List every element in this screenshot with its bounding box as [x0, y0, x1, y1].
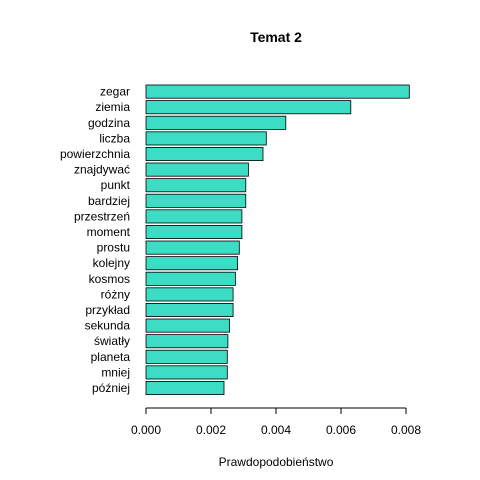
- bar-5: [145, 162, 249, 177]
- x-axis-label: Prawdopodobieństwo: [219, 455, 334, 469]
- category-label: prostu: [97, 241, 130, 255]
- bar-11: [145, 256, 238, 271]
- bar-9: [145, 224, 243, 239]
- category-label: przykład: [85, 303, 130, 317]
- chart-title: Temat 2: [250, 29, 302, 45]
- bar-2: [145, 115, 287, 130]
- category-label: różny: [101, 287, 130, 301]
- bar-4: [145, 146, 264, 161]
- category-label: godzina: [88, 116, 130, 130]
- bar-19: [145, 380, 225, 395]
- category-label: moment: [87, 225, 131, 239]
- category-label: punkt: [101, 178, 131, 192]
- category-label: kolejny: [93, 256, 130, 270]
- bar-17: [145, 349, 228, 364]
- category-label: znajdywać: [74, 163, 130, 177]
- x-tick-label: 0.000: [131, 423, 161, 437]
- x-tick-label: 0.004: [261, 423, 291, 437]
- bar-12: [145, 271, 236, 286]
- bar-14: [145, 302, 234, 317]
- bar-10: [145, 240, 240, 255]
- x-tick-label: 0.006: [326, 423, 356, 437]
- category-label: przestrzeń: [74, 209, 130, 223]
- bar-1: [145, 100, 352, 115]
- bar-16: [145, 334, 229, 349]
- category-label: kosmos: [89, 272, 130, 286]
- bar-3: [145, 131, 267, 146]
- bar-8: [145, 209, 243, 224]
- category-label: planeta: [91, 350, 131, 364]
- category-label: zegar: [100, 85, 130, 99]
- x-tick-label: 0.002: [196, 423, 226, 437]
- category-label: powierzchnia: [60, 147, 130, 161]
- bar-18: [145, 365, 228, 380]
- x-axis: 0.000 0.002 0.004 0.006 0.008: [131, 407, 421, 437]
- category-label: bardziej: [88, 194, 130, 208]
- x-tick-label: 0.008: [391, 423, 421, 437]
- bar-0: [145, 84, 410, 99]
- category-label: później: [92, 381, 130, 395]
- category-label: mniej: [101, 365, 130, 379]
- bars-group: [145, 84, 410, 395]
- bar-7: [145, 193, 247, 208]
- bar-13: [145, 287, 234, 302]
- category-label: liczba: [99, 131, 130, 145]
- bar-6: [145, 178, 247, 193]
- category-label: sekunda: [85, 319, 131, 333]
- bar-15: [145, 318, 230, 333]
- category-label: ziemia: [95, 100, 130, 114]
- category-label: światły: [94, 334, 130, 348]
